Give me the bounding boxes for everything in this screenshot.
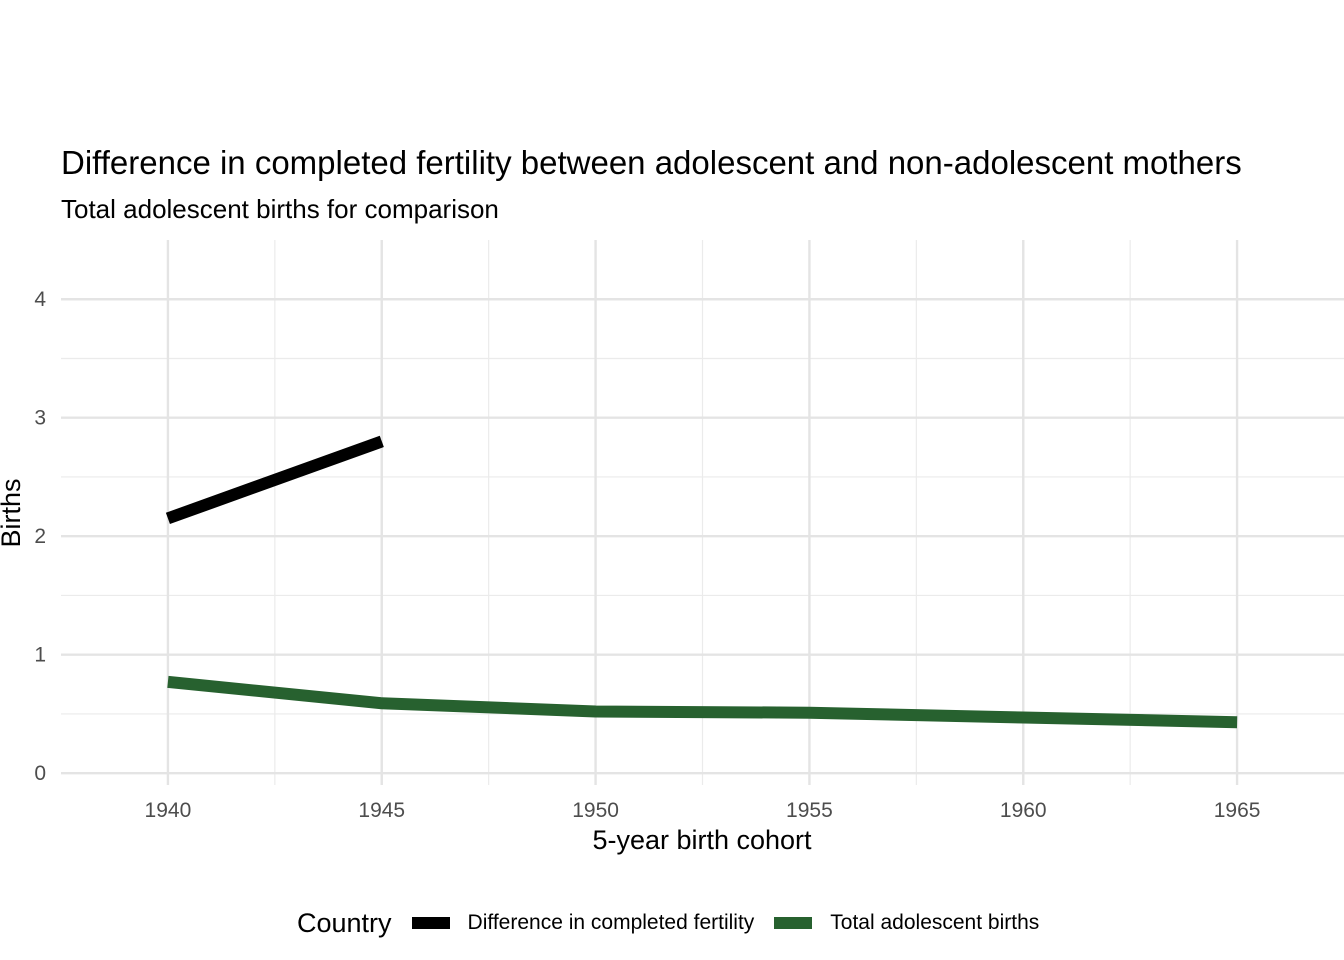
chart-subtitle: Total adolescent births for comparison — [61, 194, 499, 224]
legend-key-difference — [411, 917, 450, 929]
series-line-0 — [165, 435, 384, 525]
legend-item-total: Total adolescent births — [774, 911, 1039, 935]
y-axis-title: Births — [0, 478, 26, 547]
x-tick-label: 1945 — [358, 799, 405, 822]
y-tick-label: 3 — [34, 407, 46, 430]
chart-title: Difference in completed fertility betwee… — [61, 144, 1242, 181]
minor-gridlines — [61, 240, 1344, 785]
legend-label-difference: Difference in completed fertility — [467, 911, 755, 934]
y-tick-label: 2 — [34, 525, 46, 548]
x-tick-label: 1940 — [145, 799, 192, 822]
x-axis-ticks: 1940 1945 1950 1955 1960 1965 — [145, 799, 1261, 822]
y-axis-ticks: 0 1 2 3 4 — [34, 288, 46, 785]
x-tick-label: 1960 — [1000, 799, 1047, 822]
x-tick-label: 1955 — [786, 799, 833, 822]
y-tick-label: 0 — [34, 762, 46, 785]
legend-item-difference: Difference in completed fertility — [411, 911, 755, 935]
legend-title: Country — [297, 907, 392, 938]
legend-label-total: Total adolescent births — [830, 911, 1040, 934]
major-gridlines — [61, 240, 1344, 785]
y-tick-label: 4 — [34, 288, 46, 311]
x-tick-label: 1950 — [572, 799, 619, 822]
legend-key-total — [774, 917, 813, 929]
y-tick-label: 1 — [34, 644, 46, 667]
series-lines — [165, 435, 1238, 729]
x-tick-label: 1965 — [1214, 799, 1261, 822]
legend: Country Difference in completed fertilit… — [297, 903, 1059, 943]
x-axis-title: 5-year birth cohort — [592, 825, 812, 855]
series-line-1 — [167, 675, 1238, 729]
